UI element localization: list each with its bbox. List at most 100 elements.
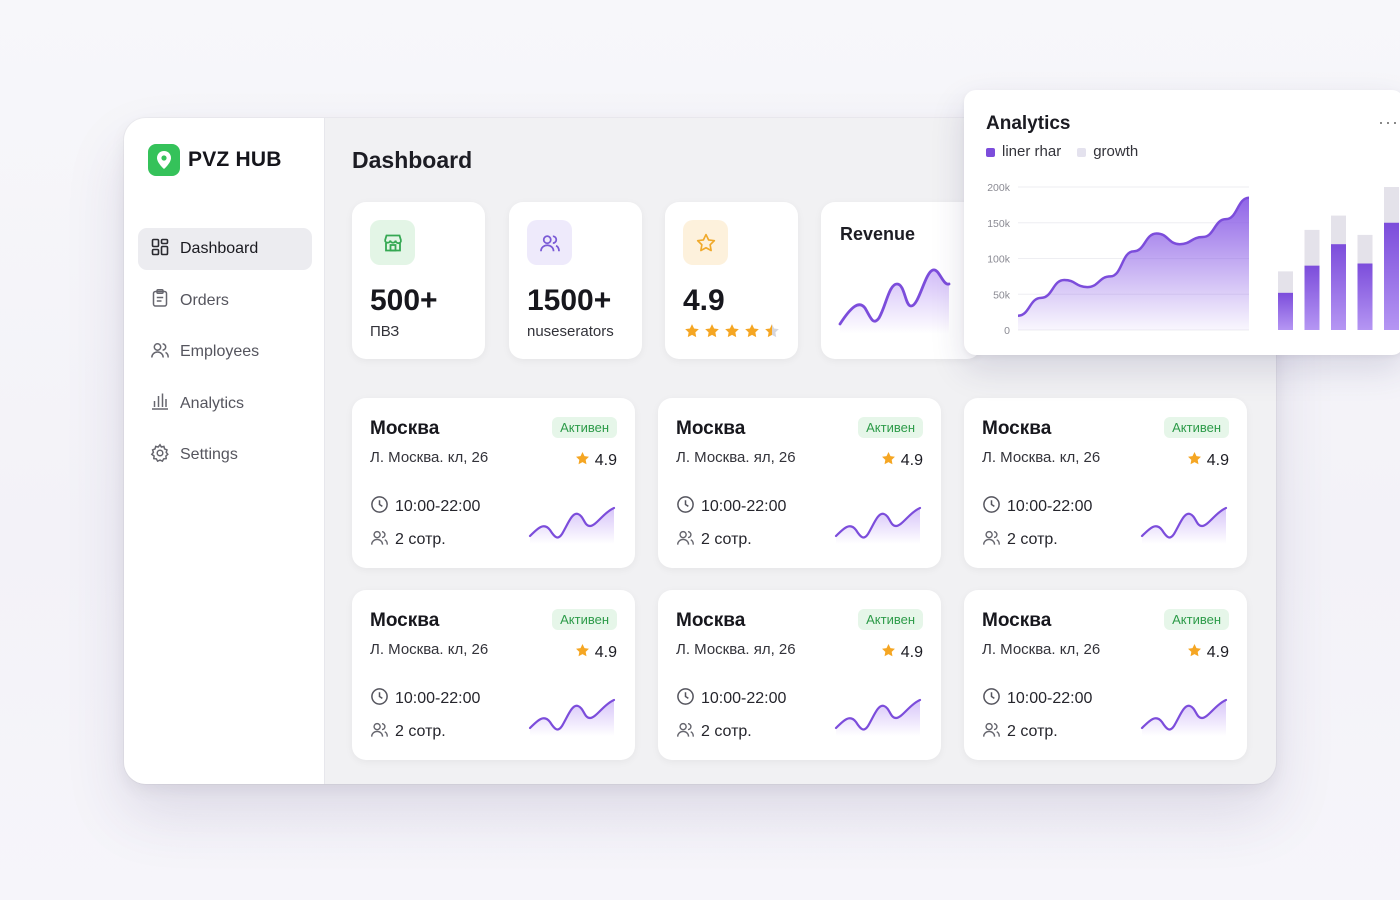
rating-value: 4.9 [900, 644, 923, 661]
series-area [1018, 197, 1249, 330]
legend-label: growth [1093, 143, 1139, 160]
clock-icon [676, 495, 695, 519]
rating-value: 4.9 [594, 644, 617, 661]
rating-star-icon [685, 324, 699, 338]
value-bar [1304, 265, 1320, 330]
clock-icon [370, 495, 389, 519]
sidebar-nav: Dashboard Orders Employees Analytics [138, 228, 312, 486]
card-sparkline [528, 698, 616, 736]
store-icon [370, 220, 415, 265]
card-hours: 10:00-22:00 [370, 495, 480, 519]
main-content: Dashboard 500+ ПВЗ 1500+ nuseserators 4.… [325, 118, 1276, 784]
stat-value: 4.9 [683, 284, 725, 317]
location-card[interactable]: Москва Активен Л. Москва. кл, 26 4.9 10:… [964, 590, 1247, 760]
card-address: Л. Москва. кл, 26 [982, 449, 1101, 466]
sidebar-item-label: Analytics [180, 394, 245, 412]
legend-item[interactable]: growth [1077, 143, 1138, 160]
stat-card-pvz[interactable]: 500+ ПВЗ [352, 202, 485, 359]
legend-swatch [986, 147, 995, 157]
hours-value: 10:00-22:00 [701, 498, 787, 515]
card-sparkline [1140, 698, 1228, 736]
gear-icon [150, 443, 170, 468]
sidebar-item-orders[interactable]: Orders [138, 280, 312, 322]
legend-label: liner rhar [1002, 143, 1062, 160]
analytics-panel[interactable]: Analytics ··· liner rhar growth 200k 150k… [964, 90, 1400, 355]
location-card[interactable]: Москва Активен Л. Москва. ял, 26 4.9 10:… [658, 398, 941, 568]
users-icon [676, 528, 695, 552]
card-hours: 10:00-22:00 [676, 495, 786, 519]
users-icon [676, 720, 695, 744]
card-rating: 4.9 [574, 642, 617, 664]
stat-card-rating[interactable]: 4.9 [665, 202, 798, 359]
sidebar-item-settings[interactable]: Settings [138, 434, 312, 476]
more-icon[interactable]: ··· [1378, 112, 1399, 132]
location-card[interactable]: Москва Активен Л. Москва. ял, 26 4.9 10:… [658, 590, 941, 760]
clock-icon [676, 687, 695, 711]
star-icon [1186, 642, 1203, 664]
card-staff: 2 сотр. [676, 720, 752, 744]
card-sparkline [834, 506, 922, 544]
staff-value: 2 сотр. [701, 723, 752, 740]
app-name: PVZ HUB [188, 148, 282, 171]
card-sparkline [1140, 506, 1228, 544]
card-hours: 10:00-22:00 [676, 687, 786, 711]
card-rating: 4.9 [880, 450, 923, 472]
revenue-title: Revenue [840, 224, 916, 244]
sidebar-item-label: Settings [180, 446, 238, 463]
sidebar-item-dashboard[interactable]: Dashboard [138, 228, 312, 270]
hours-value: 10:00-22:00 [395, 690, 481, 707]
rating-star-icon [745, 324, 759, 338]
card-hours: 10:00-22:00 [982, 687, 1092, 711]
card-staff: 2 сотр. [370, 528, 446, 552]
sidebar-item-analytics[interactable]: Analytics [138, 383, 312, 425]
hours-value: 10:00-22:00 [1007, 498, 1093, 515]
location-card[interactable]: Москва Активен Л. Москва. кл, 26 4.9 10:… [964, 398, 1247, 568]
legend-item[interactable]: liner rhar [986, 143, 1061, 160]
stat-label: ПВЗ [370, 323, 400, 340]
location-card[interactable]: Москва Активен Л. Москва. кл, 26 4.9 10:… [352, 398, 635, 568]
bar-chart-icon [150, 391, 170, 416]
card-staff: 2 сотр. [982, 720, 1058, 744]
revenue-card[interactable]: Revenue [821, 202, 981, 359]
rating-value: 4.9 [1206, 452, 1229, 469]
logo[interactable]: PVZ HUB [148, 144, 282, 176]
value-bar [1357, 263, 1373, 330]
value-bar [1331, 244, 1346, 330]
clock-icon [370, 687, 389, 711]
card-address: Л. Москва. кл, 26 [370, 449, 489, 466]
rating-value: 4.9 [594, 452, 617, 469]
status-badge[interactable]: Активен [858, 609, 923, 630]
status-badge[interactable]: Активен [858, 417, 923, 438]
status-badge[interactable]: Активен [552, 417, 617, 438]
clock-icon [982, 687, 1001, 711]
star-icon [574, 642, 591, 664]
clipboard-icon [150, 288, 170, 313]
status-badge[interactable]: Активен [552, 609, 617, 630]
staff-value: 2 сотр. [395, 723, 446, 740]
card-address: Л. Москва. ял, 26 [676, 449, 796, 466]
status-badge[interactable]: Активен [1164, 609, 1229, 630]
staff-value: 2 сотр. [1007, 723, 1058, 740]
users-icon [370, 720, 389, 744]
rating-value: 4.9 [1206, 644, 1229, 661]
staff-value: 2 сотр. [1007, 531, 1058, 548]
card-rating: 4.9 [1186, 642, 1229, 664]
users-icon [370, 528, 389, 552]
stat-card-users[interactable]: 1500+ nuseserators [509, 202, 642, 359]
hours-value: 10:00-22:00 [395, 498, 481, 515]
sidebar-item-employees[interactable]: Employees [138, 331, 312, 373]
location-card[interactable]: Москва Активен Л. Москва. кл, 26 4.9 10:… [352, 590, 635, 760]
card-staff: 2 сотр. [370, 720, 446, 744]
y-tick-label: 200k [987, 182, 1011, 194]
status-badge[interactable]: Активен [1164, 417, 1229, 438]
staff-value: 2 сотр. [395, 531, 446, 548]
rating-star-icon [725, 324, 739, 338]
card-hours: 10:00-22:00 [370, 687, 480, 711]
chart-legend: liner rhar growth [986, 143, 1138, 160]
card-city: Москва [370, 418, 440, 439]
card-rating: 4.9 [880, 642, 923, 664]
rating-star-icon [765, 324, 779, 338]
series-line [1017, 196, 1250, 317]
card-hours: 10:00-22:00 [982, 495, 1092, 519]
sidebar-item-label: Orders [180, 291, 229, 309]
